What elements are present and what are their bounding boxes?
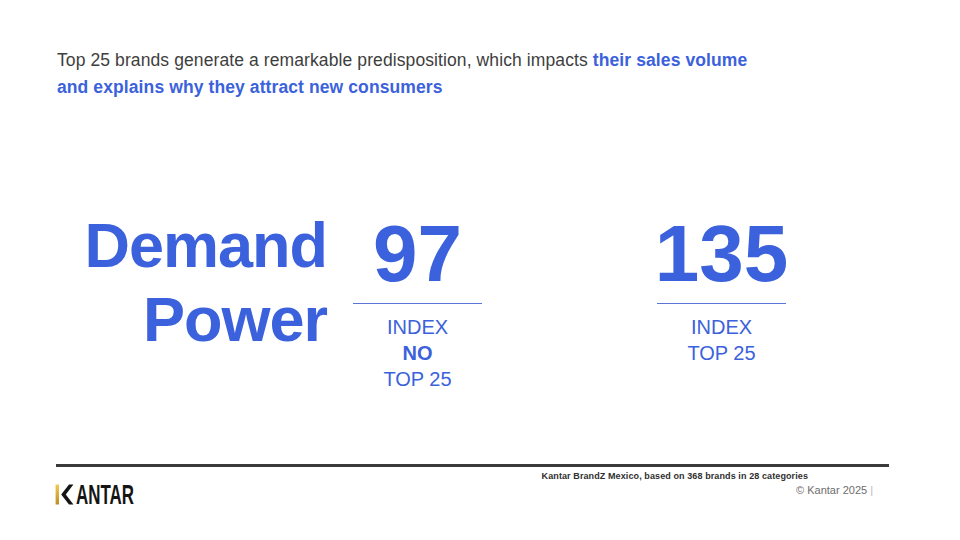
metric-label-line1: Demand: [57, 208, 327, 282]
metric-label-demand-power: Demand Power: [57, 208, 327, 356]
stat-top25: 135 INDEX TOP 25: [644, 214, 799, 366]
footer-source-note: Kantar BrandZ Mexico, based on 368 brand…: [542, 471, 808, 481]
stat-caption-line: NO: [340, 340, 495, 366]
stat-caption-no-top25: INDEX NO TOP 25: [340, 314, 495, 392]
stat-caption-line: INDEX: [644, 314, 799, 340]
footer-copyright: © Kantar 2025|: [796, 484, 873, 496]
kantar-logo: ANTAR: [55, 484, 135, 505]
kantar-logo-k-angle: [61, 485, 73, 505]
title-text-blue-line1: their sales volume: [593, 50, 748, 70]
title-text-dark: Top 25 brands generate a remarkable pred…: [57, 50, 593, 70]
stat-caption-line: TOP 25: [340, 366, 495, 392]
stat-caption-top25: INDEX TOP 25: [644, 314, 799, 366]
metric-label-line2: Power: [57, 282, 327, 356]
title-text-blue-line2: and explains why they attract new consum…: [57, 77, 443, 97]
stat-underline: [657, 303, 786, 304]
kantar-logo-gold-bar: [56, 485, 59, 505]
stat-caption-line: INDEX: [340, 314, 495, 340]
stat-caption-line: TOP 25: [644, 340, 799, 366]
stat-no-top25: 97 INDEX NO TOP 25: [340, 214, 495, 392]
footer-divider-rule: [56, 464, 889, 467]
copyright-pipe: |: [870, 484, 873, 496]
slide-title: Top 25 brands generate a remarkable pred…: [57, 47, 872, 101]
slide: Top 25 brands generate a remarkable pred…: [0, 0, 960, 540]
stat-value-top25: 135: [644, 214, 799, 294]
stat-underline: [353, 303, 482, 304]
kantar-logo-text: ANTAR: [76, 484, 134, 505]
stat-value-no-top25: 97: [340, 214, 495, 294]
copyright-text: © Kantar 2025: [796, 484, 867, 496]
